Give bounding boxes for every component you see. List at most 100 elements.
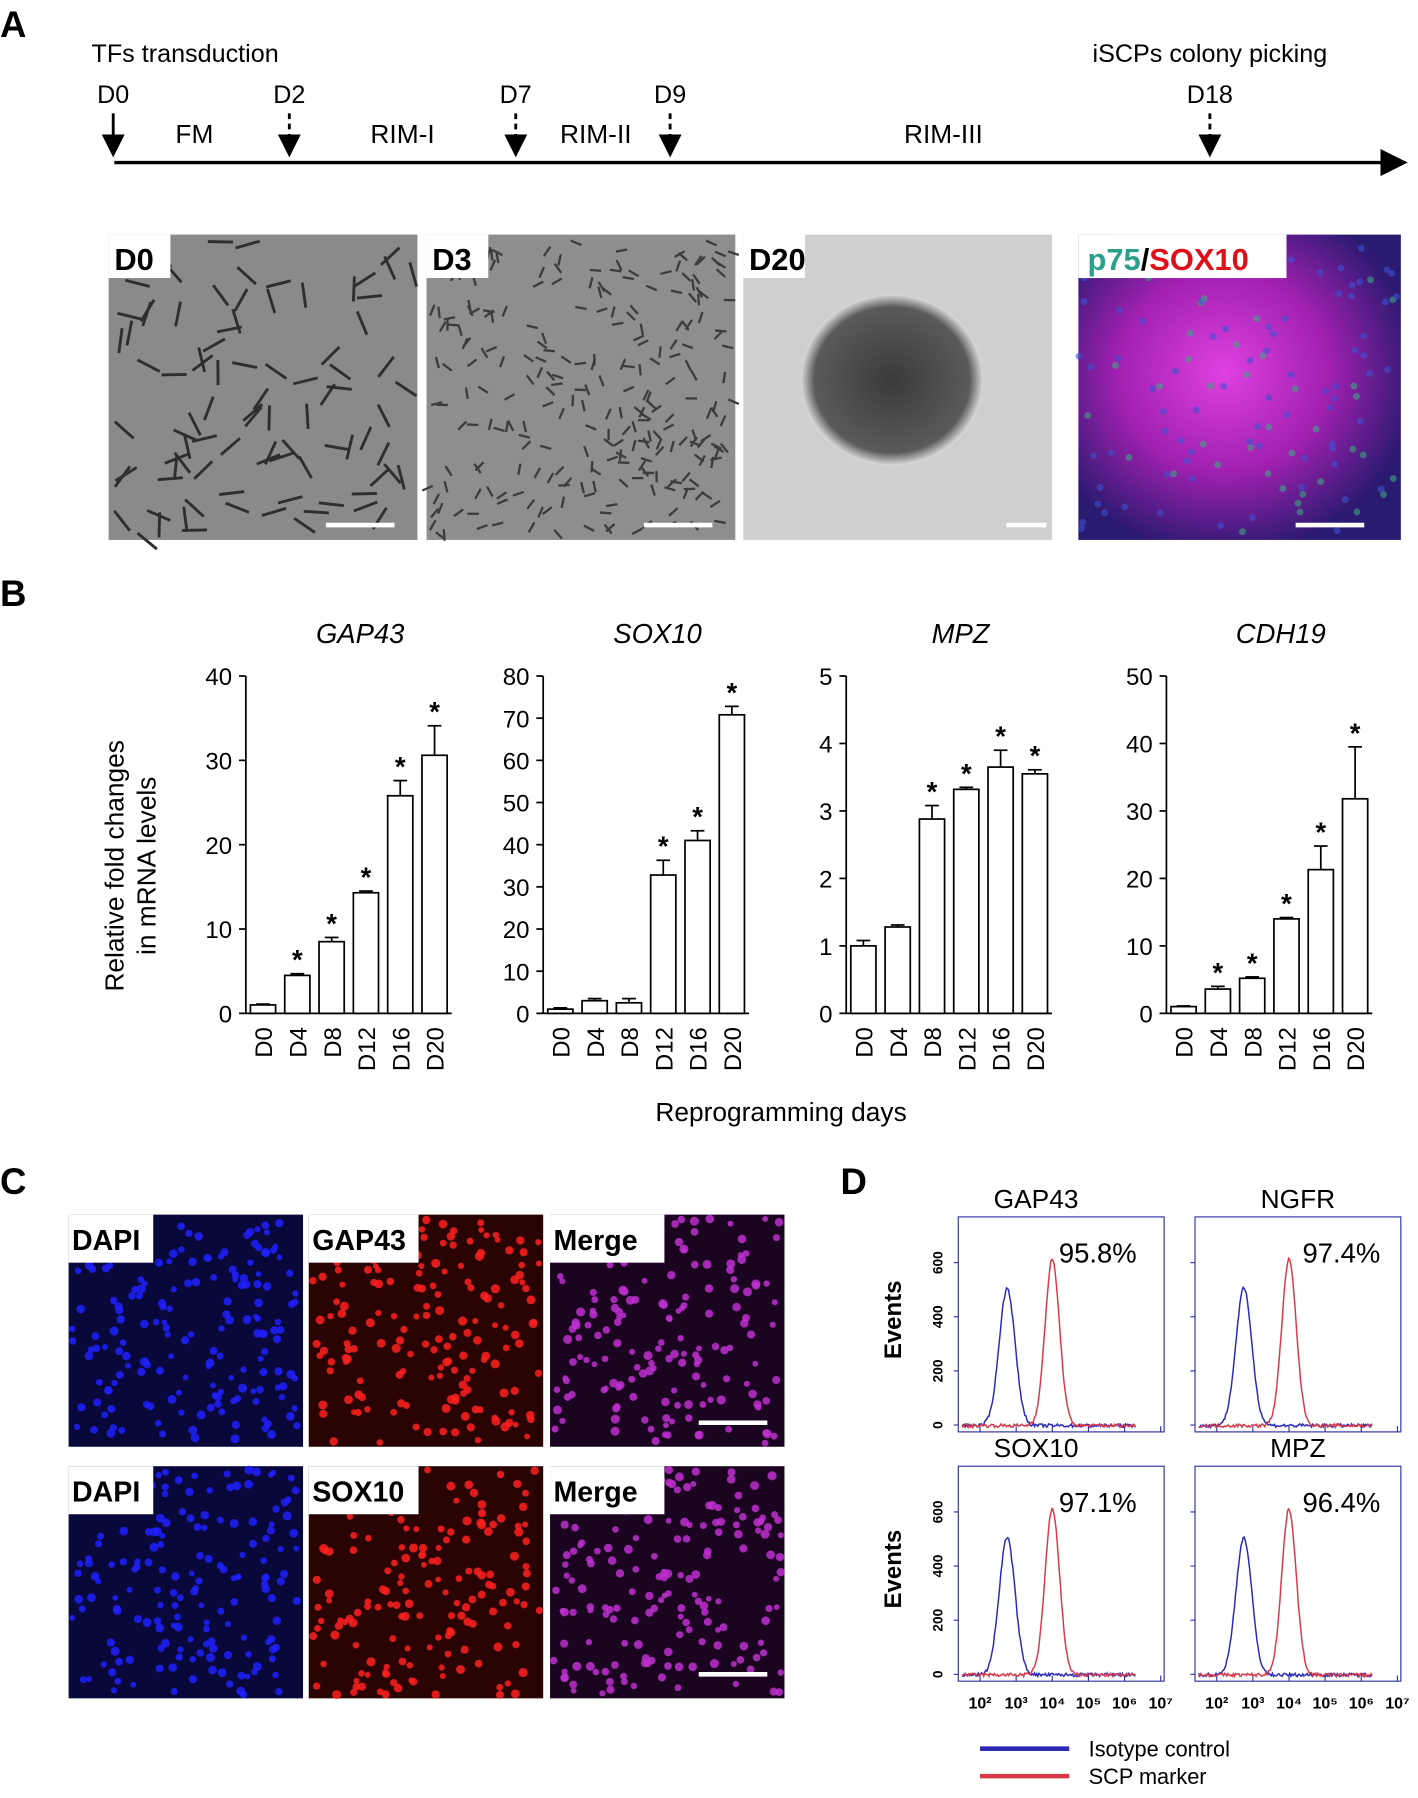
nucleus (130, 1681, 137, 1688)
nucleus (527, 1415, 535, 1424)
nucleus (569, 1680, 578, 1689)
cell (1186, 329, 1194, 337)
nucleus (773, 1234, 781, 1242)
significance-marker: * (429, 696, 440, 727)
nucleus (244, 1465, 254, 1475)
bar (1341, 797, 1369, 1015)
label-part: p75 (1088, 242, 1141, 277)
nucleus (108, 1561, 116, 1568)
nucleus (762, 1216, 769, 1222)
nucleus (572, 1661, 582, 1671)
nucleus (739, 1513, 747, 1521)
nucleus (668, 1418, 675, 1425)
nucleus (620, 1678, 628, 1686)
cell (698, 290, 709, 300)
nucleus (699, 1601, 709, 1611)
nucleus (364, 1406, 371, 1413)
nucleus (516, 1236, 525, 1245)
nucleus (110, 1646, 120, 1656)
nucleus (585, 1661, 595, 1671)
y-tick-label: 2 (819, 867, 832, 894)
cell (1107, 449, 1115, 457)
nucleus (705, 1309, 714, 1318)
bar (1021, 772, 1049, 1015)
nucleus (244, 1673, 251, 1680)
nucleus (157, 1541, 165, 1548)
nucleus (557, 1273, 564, 1280)
nucleus (259, 1368, 268, 1377)
nucleus (568, 1577, 576, 1584)
nucleus (495, 1690, 504, 1699)
cell (583, 445, 590, 458)
stage-label: FM (175, 119, 213, 149)
nucleus (472, 1317, 479, 1324)
nucleus (612, 1526, 619, 1533)
nucleus (500, 1422, 510, 1432)
nucleus (205, 1363, 212, 1370)
cell (219, 490, 245, 496)
x-tick-label: 10⁶ (1349, 1696, 1374, 1713)
significance-marker: * (292, 944, 303, 975)
nucleus (337, 1309, 347, 1318)
cell (654, 446, 665, 457)
cell (1301, 454, 1309, 462)
nucleus (276, 1254, 283, 1261)
nucleus (674, 1684, 682, 1692)
nucleus (247, 1259, 254, 1266)
significance-marker: * (361, 861, 372, 892)
nucleus (267, 1593, 276, 1603)
nucleus (466, 1423, 475, 1432)
nucleus (666, 1316, 673, 1323)
nucleus (250, 1388, 257, 1395)
nucleus (97, 1532, 105, 1540)
cell (525, 374, 535, 386)
nucleus (420, 1233, 428, 1241)
cell (1254, 423, 1261, 431)
cell (606, 503, 618, 508)
nucleus (135, 1291, 144, 1300)
nucleus (499, 1388, 509, 1398)
nucleus (205, 1254, 212, 1262)
nucleus (606, 1678, 614, 1686)
nucleus (677, 1571, 684, 1579)
nucleus (690, 1480, 697, 1487)
nucleus (205, 1652, 215, 1662)
x-tick-label: 10⁵ (1312, 1696, 1337, 1713)
nucleus (763, 1280, 770, 1287)
cell (1087, 363, 1095, 371)
timeline-note: TFs transduction (91, 40, 278, 68)
cell (1357, 417, 1365, 425)
nucleus (162, 1518, 171, 1528)
cell (626, 311, 636, 321)
nucleus (387, 1601, 394, 1608)
cell (499, 355, 506, 368)
nucleus (116, 1315, 125, 1324)
nucleus (234, 1395, 241, 1402)
nucleus (337, 1617, 344, 1624)
nucleus (686, 1521, 693, 1528)
nucleus (677, 1334, 684, 1342)
nucleus (775, 1552, 785, 1562)
cell (1080, 298, 1088, 306)
cell (485, 345, 498, 353)
cell (1393, 293, 1400, 300)
x-tick-label: D16 (686, 1027, 713, 1071)
cell (1329, 445, 1337, 452)
cell (1389, 475, 1397, 483)
stain-label: Merge (553, 1477, 637, 1509)
nucleus (562, 1551, 571, 1560)
nucleus (200, 1510, 210, 1520)
nucleus (703, 1617, 712, 1626)
nucleus (198, 1602, 205, 1609)
nucleus (648, 1359, 655, 1367)
nucleus (613, 1339, 622, 1348)
nucleus (134, 1558, 141, 1566)
nucleus (493, 1642, 503, 1652)
cell (570, 239, 582, 246)
nucleus (765, 1604, 773, 1613)
y-tick-label: 70 (503, 706, 530, 733)
nucleus (287, 1474, 295, 1482)
nucleus (374, 1603, 382, 1611)
nucleus (261, 1584, 271, 1594)
cell (252, 387, 270, 411)
